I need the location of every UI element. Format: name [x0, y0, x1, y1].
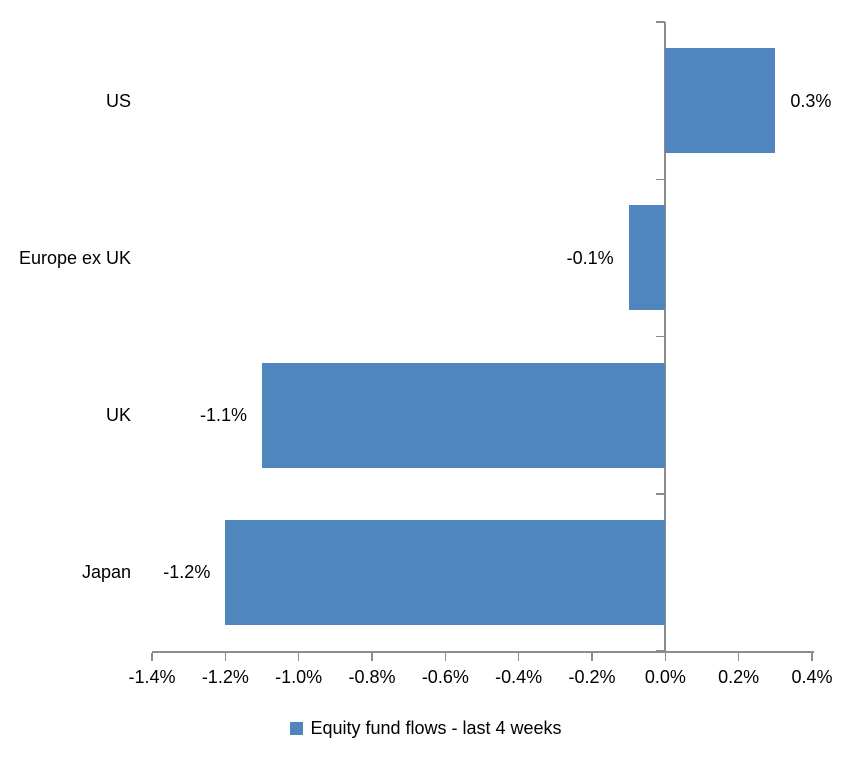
- x-tick: [371, 653, 373, 661]
- x-tick: [517, 653, 520, 661]
- category-label: UK: [105, 405, 131, 426]
- x-tick-label: -1.2%: [201, 667, 249, 687]
- y-tick: [656, 335, 666, 338]
- x-tick: [151, 653, 153, 661]
- x-tick-label: 0.4%: [791, 667, 833, 687]
- x-tick-label: -0.4%: [495, 667, 543, 687]
- x-tick: [297, 653, 300, 661]
- x-tick-label: -0.2%: [568, 667, 616, 687]
- legend-label: Equity fund flows - last 4 weeks: [310, 717, 562, 738]
- y-tick: [656, 21, 666, 23]
- bar: [262, 362, 666, 468]
- y-axis-line: [664, 22, 667, 653]
- x-tick-label: -1.4%: [128, 667, 176, 687]
- category-label: US: [105, 90, 131, 111]
- y-tick: [656, 178, 666, 180]
- category-label: Europe ex UK: [18, 247, 131, 268]
- bar-value-label: 0.3%: [790, 90, 832, 111]
- x-tick: [811, 653, 813, 661]
- bar-value-label: -1.1%: [199, 405, 247, 426]
- x-tick: [591, 653, 593, 661]
- category-label: Japan: [81, 562, 131, 583]
- x-axis-line: [152, 651, 814, 653]
- x-tick: [664, 653, 667, 661]
- legend: Equity fund flows - last 4 weeks: [0, 714, 852, 742]
- x-tick-label: 0.0%: [644, 667, 686, 687]
- x-tick-label: 0.2%: [718, 667, 760, 687]
- x-tick-label: -0.8%: [348, 667, 396, 687]
- bar: [665, 48, 776, 154]
- x-tick-label: -0.6%: [421, 667, 469, 687]
- x-tick: [444, 653, 447, 661]
- y-tick: [656, 493, 666, 495]
- x-tick: [224, 653, 227, 661]
- bar-value-label: -0.1%: [566, 247, 614, 268]
- legend-swatch: [290, 721, 304, 735]
- bar-value-label: -1.2%: [163, 562, 211, 583]
- x-tick-label: -1.0%: [275, 667, 323, 687]
- bar: [628, 205, 666, 311]
- x-tick: [737, 653, 740, 661]
- y-tick: [656, 650, 666, 652]
- bar: [225, 519, 666, 625]
